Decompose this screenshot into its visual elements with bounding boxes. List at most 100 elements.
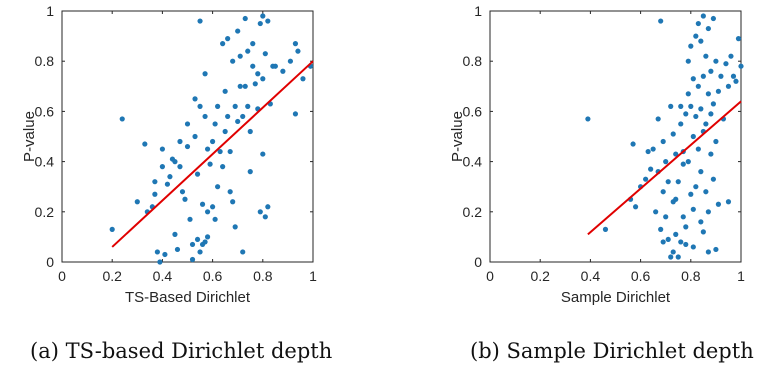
- data-point: [255, 71, 261, 77]
- data-point: [202, 113, 208, 120]
- data-point: [645, 148, 651, 155]
- data-point: [250, 41, 256, 47]
- data-point: [159, 146, 165, 152]
- data-point: [643, 176, 649, 182]
- data-point: [658, 18, 664, 24]
- y-tick-label: 0: [474, 254, 482, 270]
- data-point: [262, 214, 268, 220]
- data-point: [700, 13, 706, 19]
- panel-a: 0 0.2 0.4 0.6 0.8 1 0 0.2 0.4 0.6 0.8 1 TS-Based Dir…: [21, 3, 332, 363]
- data-point: [232, 224, 238, 230]
- data-point: [705, 25, 711, 32]
- data-point: [630, 141, 636, 147]
- data-point: [240, 113, 246, 120]
- data-point: [725, 83, 732, 89]
- data-point: [675, 179, 681, 185]
- data-point: [602, 226, 609, 232]
- data-point: [683, 224, 689, 230]
- figure-caption: (b) Sample Dirichlet depth: [470, 339, 754, 363]
- data-point: [260, 151, 266, 157]
- data-point: [172, 159, 178, 165]
- data-point: [733, 78, 739, 84]
- data-point: [668, 254, 674, 260]
- y-tick-label: 0.8: [463, 53, 483, 69]
- data-point: [222, 88, 228, 94]
- data-point: [227, 189, 233, 195]
- data-point: [204, 209, 211, 215]
- data-point: [182, 196, 188, 202]
- data-point: [723, 61, 729, 67]
- y-tick-label: 0.2: [463, 204, 483, 220]
- x-tick-label: 0.2: [102, 268, 122, 284]
- x-tick-label: 1: [737, 268, 745, 284]
- data-point: [660, 138, 666, 145]
- data-point: [194, 236, 201, 243]
- data-point: [705, 249, 711, 255]
- data-point: [698, 38, 704, 44]
- data-point: [710, 15, 716, 22]
- x-tick-label: 1: [309, 268, 317, 284]
- data-point: [728, 53, 734, 59]
- data-point: [292, 111, 299, 117]
- data-point: [154, 249, 160, 255]
- data-point: [197, 103, 203, 109]
- data-point: [187, 216, 193, 222]
- data-point: [197, 18, 203, 24]
- y-tick-label: 1: [474, 3, 482, 19]
- y-tick-label: 0.6: [463, 103, 483, 119]
- x-axis-label: TS-Based Dirichlet: [125, 289, 251, 306]
- data-point: [710, 101, 716, 107]
- data-point: [710, 176, 716, 182]
- data-point: [252, 81, 258, 87]
- data-point: [690, 206, 696, 212]
- data-point: [204, 234, 211, 240]
- x-tick-label: 0.2: [530, 268, 550, 284]
- data-point: [735, 36, 742, 42]
- data-point: [262, 51, 268, 57]
- data-point: [713, 58, 719, 64]
- y-axis-label: P-value: [21, 111, 38, 162]
- data-point: [683, 111, 689, 117]
- data-point: [675, 254, 681, 260]
- data-point: [257, 209, 263, 215]
- data-point: [693, 33, 699, 39]
- data-point: [230, 199, 236, 205]
- x-axis-label: Sample Dirichlet: [561, 289, 671, 306]
- data-point: [260, 76, 266, 82]
- data-point: [220, 41, 226, 47]
- data-point: [673, 151, 679, 157]
- data-point: [668, 103, 674, 109]
- data-point: [670, 249, 676, 255]
- data-point: [678, 103, 684, 109]
- data-point: [698, 106, 704, 112]
- data-point: [660, 189, 666, 195]
- data-point: [142, 141, 148, 147]
- data-point: [225, 36, 231, 42]
- data-point: [220, 164, 226, 170]
- data-point: [663, 159, 669, 165]
- data-point: [177, 138, 183, 145]
- data-point: [167, 174, 173, 180]
- data-point: [197, 249, 203, 255]
- data-point: [685, 58, 691, 64]
- data-point: [705, 209, 711, 215]
- data-point: [683, 241, 689, 248]
- y-tick-label: 0.6: [35, 103, 55, 119]
- data-point: [705, 91, 711, 97]
- data-point: [235, 118, 241, 125]
- data-point: [713, 138, 719, 145]
- data-point: [152, 191, 158, 197]
- plot-frame: [489, 10, 742, 263]
- data-point: [680, 214, 686, 220]
- data-point: [202, 71, 208, 77]
- data-point: [695, 146, 701, 152]
- data-point: [695, 20, 701, 27]
- data-point: [287, 58, 294, 64]
- data-point: [670, 131, 676, 137]
- data-point: [134, 199, 140, 205]
- x-tick-label: 0.6: [631, 268, 651, 284]
- data-point: [192, 96, 198, 102]
- y-tick-label: 0.2: [35, 204, 55, 220]
- data-point: [257, 20, 263, 27]
- x-tick-label: 0.8: [253, 268, 273, 284]
